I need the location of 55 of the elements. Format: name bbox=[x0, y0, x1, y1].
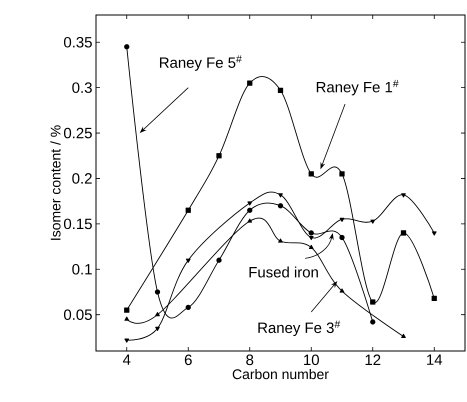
y-tick-label: 0.2 bbox=[72, 173, 92, 184]
point bbox=[186, 304, 191, 310]
point bbox=[124, 307, 130, 313]
point bbox=[432, 231, 437, 236]
x-axis-title: Carbon number bbox=[232, 368, 329, 380]
point bbox=[155, 312, 160, 316]
point bbox=[340, 218, 344, 222]
annotation: Fused iron bbox=[249, 266, 318, 278]
x-tick-label: 10 bbox=[304, 354, 319, 366]
y-axis-title: Isomer content / % bbox=[50, 125, 61, 240]
x-tick-label: 4 bbox=[122, 354, 130, 365]
point bbox=[216, 258, 222, 263]
point bbox=[339, 234, 345, 240]
y-tick-label: 0.15 bbox=[64, 218, 92, 230]
y-tick-label: 0.05 bbox=[64, 309, 92, 320]
x-tick-label: 6 bbox=[184, 354, 192, 366]
point bbox=[124, 338, 130, 343]
point bbox=[247, 80, 252, 86]
y-tick-label: 0.35 bbox=[64, 36, 92, 48]
annotation: Raney Fe 1$^{#}$ bbox=[316, 80, 399, 96]
point bbox=[278, 238, 283, 243]
point bbox=[247, 201, 252, 206]
x-tick-label: 8 bbox=[246, 354, 254, 366]
x-tick-label: 12 bbox=[366, 354, 380, 365]
annotation: Raney Fe 5$^{#}$ bbox=[160, 55, 242, 71]
point bbox=[278, 203, 284, 208]
y-tick-label: 0.25 bbox=[64, 128, 92, 138]
annotation: Raney Fe 3$^{#}$ bbox=[258, 320, 340, 336]
point bbox=[401, 193, 406, 198]
point bbox=[155, 326, 160, 331]
point bbox=[370, 319, 376, 325]
point bbox=[186, 208, 191, 213]
x-tick-label: 14 bbox=[427, 354, 442, 365]
point bbox=[400, 230, 406, 236]
point bbox=[339, 171, 345, 177]
point bbox=[308, 171, 314, 177]
point bbox=[278, 193, 283, 198]
point bbox=[154, 289, 160, 295]
point bbox=[247, 218, 252, 223]
point bbox=[278, 88, 284, 94]
y-tick-label: 0.1 bbox=[72, 264, 92, 275]
point bbox=[340, 288, 344, 293]
point bbox=[124, 44, 130, 50]
y-tick-label: 0.3 bbox=[72, 82, 92, 93]
point bbox=[401, 334, 406, 338]
point bbox=[432, 296, 437, 301]
point bbox=[308, 236, 314, 240]
point bbox=[370, 299, 376, 305]
point bbox=[370, 220, 376, 224]
point bbox=[308, 244, 314, 250]
point bbox=[308, 230, 314, 236]
point bbox=[216, 153, 222, 158]
point bbox=[124, 316, 130, 321]
point bbox=[247, 208, 252, 213]
point bbox=[186, 258, 191, 263]
